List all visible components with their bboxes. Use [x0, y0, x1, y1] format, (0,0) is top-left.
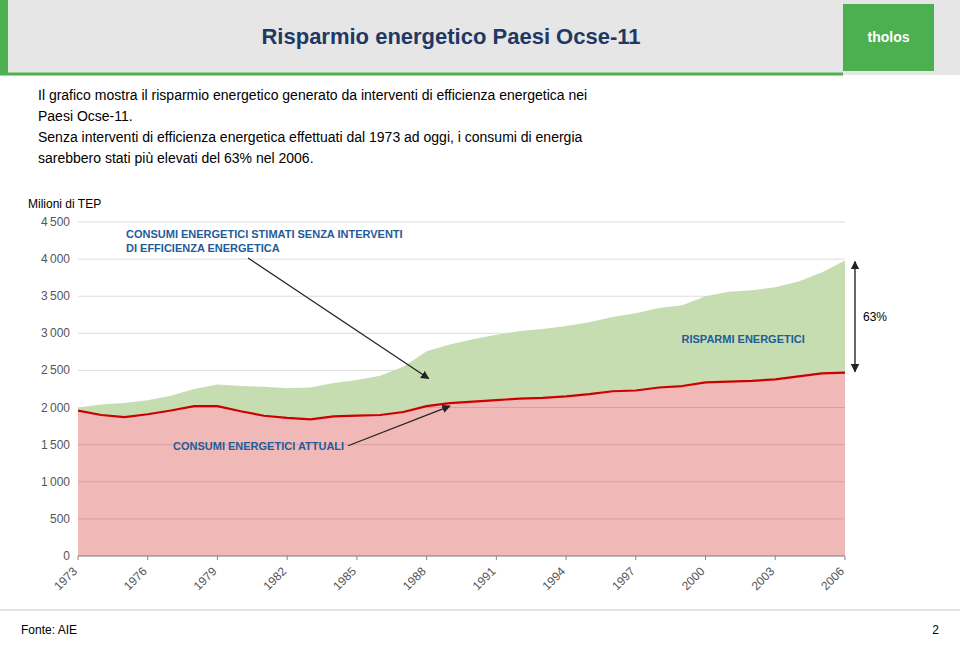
subtitle-line: Il grafico mostra il risparmio energetic… [38, 87, 587, 103]
y-tick-label: 4 500 [41, 215, 70, 229]
savings-label: RISPARMI ENERGETICI [682, 333, 805, 345]
y-tick-label: 500 [50, 512, 70, 526]
grid [78, 222, 845, 556]
estimated-arrow [248, 258, 429, 379]
x-tick-label: 1976 [121, 564, 150, 593]
x-tick-label: 2006 [818, 564, 847, 593]
x-tick [845, 556, 846, 560]
subtitle-line: Senza interventi di efficienza energetic… [38, 129, 582, 145]
x-tick-label: 1994 [539, 564, 568, 593]
x-tick-label: 1985 [330, 564, 359, 593]
estimated-label-line: DI EFFICIENZA ENERGETICA [126, 242, 280, 254]
x-tick [705, 556, 706, 560]
x-tick-label: 2003 [749, 564, 778, 593]
x-tick [496, 556, 497, 560]
x-tick-label: 2000 [679, 564, 708, 593]
data-group [78, 261, 845, 556]
percent-label: 63% [863, 310, 887, 324]
x-tick-label: 1988 [400, 564, 429, 593]
estimated-label: CONSUMI ENERGETICI STIMATI SENZA INTERVE… [126, 228, 403, 254]
subtitle-line: Paesi Ocse-11. [38, 108, 133, 124]
chart-svg: Risparmio energetico Paesi Ocse-11 tholos… [0, 0, 960, 650]
x-tick [217, 556, 218, 560]
percent-bracket [854, 262, 855, 372]
y-tick-label: 3 500 [41, 289, 70, 303]
x-tick-label: 1979 [191, 564, 220, 593]
x-tick [635, 556, 636, 560]
grid-line [78, 259, 845, 260]
y-tick-label: 2 500 [41, 363, 70, 377]
header-accent [0, 0, 8, 75]
actual-label: CONSUMI ENERGETICI ATTUALI [173, 440, 344, 452]
subtitle-line: sarebbero stati più elevati del 63% nel … [38, 150, 314, 166]
subtitle: Il grafico mostra il risparmio energetic… [38, 87, 587, 166]
x-axis-line [78, 556, 845, 557]
y-tick-label: 0 [63, 549, 70, 563]
y-tick-label: 1 000 [41, 475, 70, 489]
footer-line [0, 610, 960, 611]
x-tick [426, 556, 427, 560]
y-tick-label: 4 000 [41, 252, 70, 266]
actual-line [78, 373, 845, 420]
source: Fonte: AIE [21, 623, 77, 637]
x-tick [78, 556, 79, 560]
grid-line [78, 222, 845, 223]
x-tick [287, 556, 288, 560]
x-tick [775, 556, 776, 560]
x-tick-label: 1982 [261, 564, 290, 593]
logo-box [843, 4, 934, 71]
header-bg [0, 0, 960, 75]
y-tick-label: 3 000 [41, 326, 70, 340]
y-tick-label: 2 000 [41, 401, 70, 415]
estimated-label-line: CONSUMI ENERGETICI STIMATI SENZA INTERVE… [126, 228, 403, 240]
y-tick-label: 1 500 [41, 438, 70, 452]
x-tick [356, 556, 357, 560]
x-tick-label: 1997 [609, 564, 638, 593]
logo-text: tholos [868, 29, 910, 45]
y-axis-label: Milioni di TEP [28, 197, 101, 211]
x-tick [147, 556, 148, 560]
page-number: 2 [932, 623, 939, 637]
actual-arrow [348, 406, 450, 446]
x-tick [566, 556, 567, 560]
x-tick-label: 1973 [51, 564, 80, 593]
estimated-band [78, 261, 845, 420]
grid-line [78, 556, 845, 557]
header-line [0, 73, 843, 76]
x-tick-label: 1991 [470, 564, 499, 593]
title: Risparmio energetico Paesi Ocse-11 [261, 24, 640, 49]
